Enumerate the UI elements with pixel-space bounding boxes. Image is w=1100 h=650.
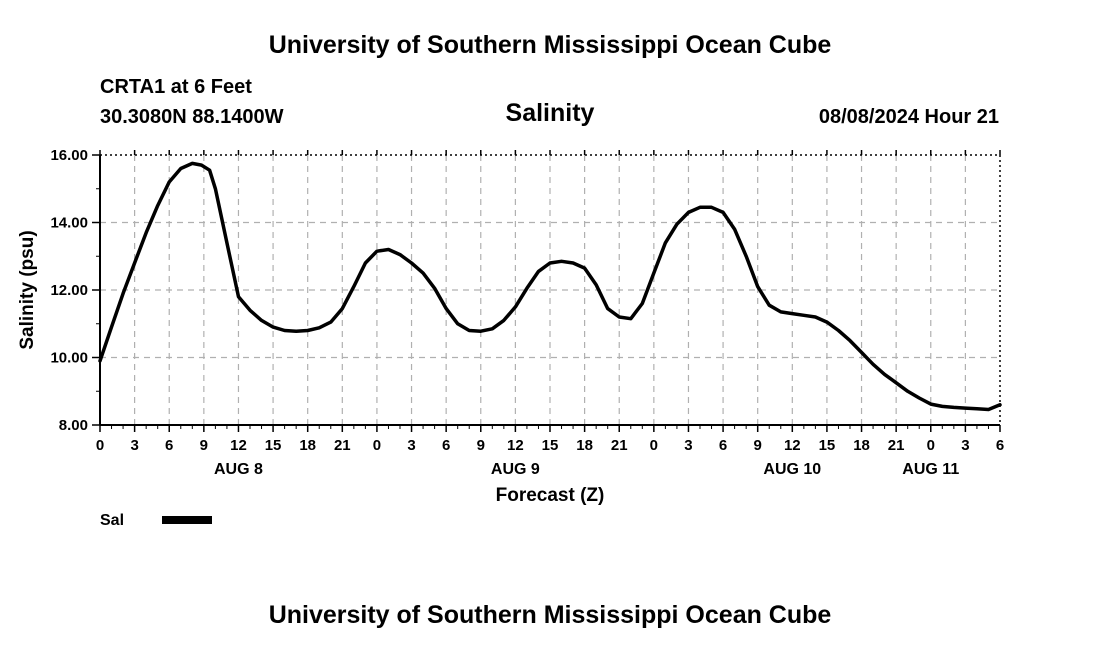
x-tick-label: 3 (684, 437, 692, 454)
x-tick-label: 9 (754, 437, 762, 454)
x-tick-label: 6 (719, 437, 727, 454)
forecast-timestamp: 08/08/2024 Hour 21 (818, 106, 999, 128)
x-tick-label: 12 (230, 437, 247, 454)
x-tick-label: 9 (200, 437, 208, 454)
x-tick-label: 0 (650, 437, 658, 454)
y-tick-label: 12.00 (50, 282, 88, 299)
y-tick-label: 10.00 (50, 350, 88, 367)
salinity-chart: 0 3 6 9 12 15 18 21 0 3 6 9 12 15 18 21 0 3 6 9 12 15 18 21 0 3 6 8… (17, 147, 1004, 529)
page-header-title: University of Southern Mississippi Ocean… (268, 31, 832, 59)
x-tick-label: 3 (961, 437, 969, 454)
series-line-sal (98, 161, 1002, 412)
y-tick-label: 8.00 (59, 417, 88, 434)
x-tick-label: 6 (165, 437, 173, 454)
x-tick-label: 6 (442, 437, 450, 454)
page-footer-title: University of Southern Mississippi Ocean… (268, 601, 832, 629)
x-day-label: AUG 9 (491, 461, 540, 478)
station-coordinates: 30.3080N 88.1400W (100, 106, 284, 128)
x-tick-label: 21 (888, 437, 905, 454)
label-layer: 0 3 6 9 12 15 18 21 0 3 6 9 12 15 18 21 0 3 6 9 12 15 18 21 0 3 6 8… (17, 147, 1004, 529)
x-tick-label: 3 (407, 437, 415, 454)
x-tick-label: 0 (373, 437, 381, 454)
x-tick-label: 3 (130, 437, 138, 454)
x-tick-label: 12 (507, 437, 524, 454)
y-axis-title: Salinity (psu) (17, 230, 38, 349)
x-axis-title: Forecast (Z) (496, 485, 605, 506)
legend-swatch (162, 516, 212, 524)
x-tick-label: 0 (96, 437, 104, 454)
x-tick-label: 15 (819, 437, 836, 454)
x-tick-label: 21 (334, 437, 351, 454)
x-tick-label: 6 (996, 437, 1004, 454)
x-day-label: AUG 11 (902, 461, 959, 478)
x-tick-label: 18 (853, 437, 870, 454)
x-tick-label: 0 (927, 437, 935, 454)
x-tick-label: 18 (299, 437, 316, 454)
legend-label: Sal (100, 512, 124, 529)
x-tick-label: 18 (576, 437, 593, 454)
axis-layer (92, 150, 1001, 432)
x-tick-label: 15 (542, 437, 559, 454)
chart-title: Salinity (505, 99, 595, 127)
x-tick-label: 15 (265, 437, 282, 454)
y-tick-label: 14.00 (50, 215, 88, 232)
x-tick-label: 12 (784, 437, 801, 454)
station-name: CRTA1 at 6 Feet (100, 76, 252, 98)
x-day-label: AUG 10 (763, 461, 821, 478)
grid-layer (100, 155, 1000, 425)
x-tick-label: 9 (477, 437, 485, 454)
x-tick-label: 21 (611, 437, 628, 454)
y-tick-label: 16.00 (50, 147, 88, 164)
series-layer (98, 161, 1002, 412)
x-day-label: AUG 8 (214, 461, 263, 478)
